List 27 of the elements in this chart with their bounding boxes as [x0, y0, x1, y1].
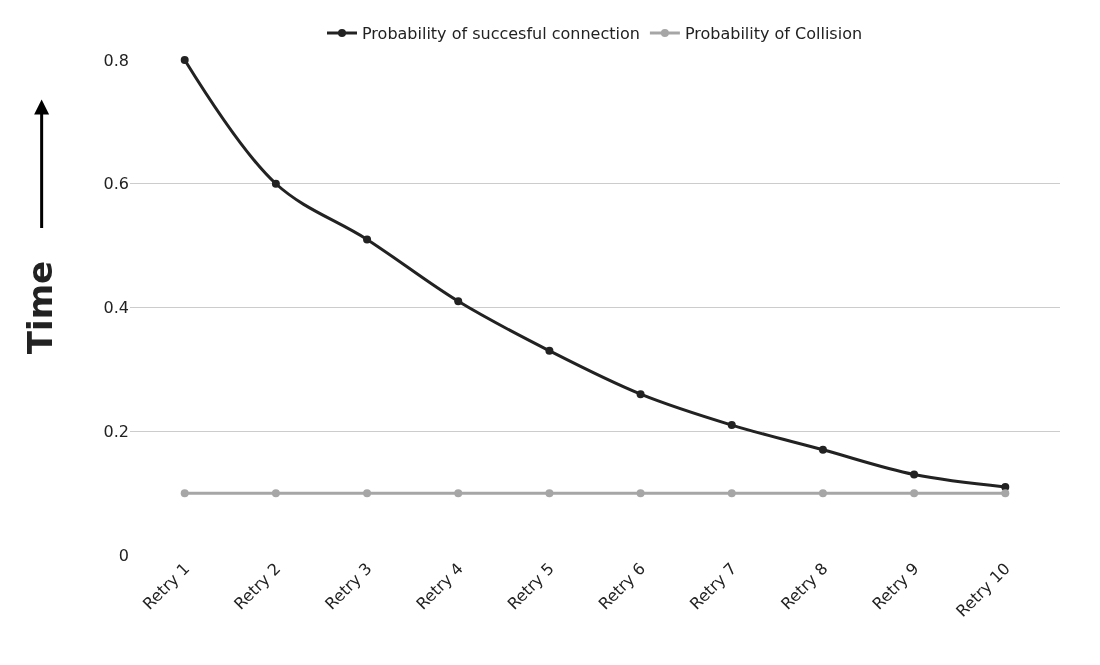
y-tick-label: 0.6	[103, 174, 129, 194]
point	[727, 421, 736, 430]
point	[454, 297, 463, 306]
point	[636, 489, 645, 498]
y-tick-label: 0.8	[103, 50, 129, 70]
point	[818, 489, 827, 498]
point	[180, 489, 189, 498]
point	[271, 489, 280, 498]
point	[363, 235, 372, 244]
point	[636, 390, 645, 399]
point	[180, 56, 189, 64]
y-axis-title: Time	[20, 260, 61, 355]
point	[818, 445, 827, 454]
y-tick-label: 0.4	[103, 298, 129, 318]
legend-label: Probability of succesful connection	[362, 24, 640, 44]
point	[910, 470, 919, 479]
point	[271, 179, 280, 188]
point	[545, 346, 554, 355]
y-tick-label: 0	[118, 545, 129, 565]
y-tick-label: 0.2	[103, 421, 129, 441]
point	[363, 489, 372, 498]
point	[1001, 489, 1010, 498]
point	[454, 489, 463, 498]
legend-label: Probability of Collision	[684, 24, 863, 44]
point	[545, 489, 554, 498]
point	[727, 489, 736, 498]
point	[910, 489, 919, 498]
